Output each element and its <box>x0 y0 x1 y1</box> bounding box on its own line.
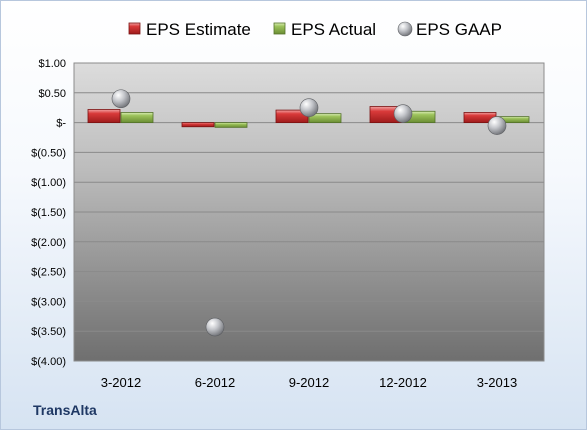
bar-series <box>87 106 530 128</box>
legend-label: EPS GAAP <box>416 20 502 39</box>
x-tick-label: 3-2013 <box>477 375 517 390</box>
legend: EPS Estimate EPS Actual EPS GAAP <box>128 20 502 39</box>
eps-actual-bar <box>214 122 248 128</box>
legend-swatch-eps-actual <box>273 22 286 35</box>
y-tick-label: $(3.50) <box>31 326 66 338</box>
x-tick-label: 6-2012 <box>195 375 235 390</box>
y-tick-label: $(1.50) <box>31 207 66 219</box>
eps-gaap-marker <box>487 116 507 135</box>
x-tick-label: 9-2012 <box>289 375 329 390</box>
y-tick-label: $(2.50) <box>31 267 66 279</box>
eps-gaap-marker <box>111 89 131 109</box>
eps-gaap-marker <box>393 104 413 123</box>
y-tick-label: $1.00 <box>38 58 66 70</box>
eps-gaap-marker <box>205 317 225 337</box>
y-tick-label: $(3.00) <box>31 296 66 308</box>
y-tick-label: $0.50 <box>38 88 66 100</box>
legend-label: EPS Actual <box>291 20 376 39</box>
y-tick-label: $(2.00) <box>31 237 66 249</box>
eps-actual-bar <box>120 112 154 124</box>
legend-swatch-eps-gaap <box>397 21 413 37</box>
x-axis-tick-labels: 3-2012 6-2012 9-2012 12-2012 3-2013 <box>101 375 517 390</box>
y-tick-label: $(0.50) <box>31 147 66 159</box>
x-tick-label: 12-2012 <box>379 375 427 390</box>
y-tick-label: $(1.00) <box>31 177 66 189</box>
y-tick-label: $- <box>56 118 66 130</box>
x-tick-label: 3-2012 <box>101 375 141 390</box>
y-axis-tick-labels: $1.00 $0.50 $- $(0.50) $(1.00) $(1.50) $(2.00)… <box>31 58 66 368</box>
eps-estimate-bar <box>181 122 215 128</box>
eps-actual-bar <box>308 113 342 124</box>
company-label: TransAlta <box>33 402 97 418</box>
y-tick-label: $(4.00) <box>31 356 66 368</box>
legend-swatch-eps-estimate <box>128 22 141 35</box>
eps-gaap-marker <box>299 98 319 117</box>
gaap-markers <box>111 89 507 337</box>
legend-label: EPS Estimate <box>146 20 251 39</box>
gridlines <box>74 62 544 362</box>
eps-estimate-bar <box>87 109 121 123</box>
